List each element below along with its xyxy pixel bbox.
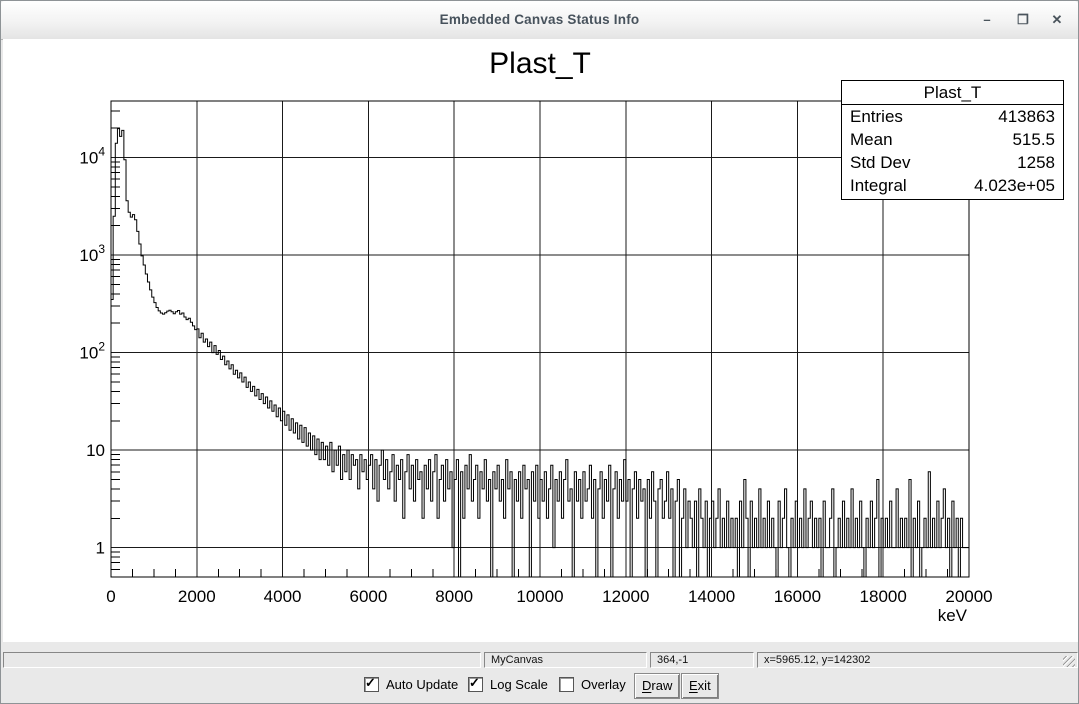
- x-tick-label: 6000: [349, 587, 387, 606]
- app-window: Embedded Canvas Status Info – ❐ ✕ 0 2000 4…: [0, 0, 1079, 704]
- overlay-checkbox-icon[interactable]: [559, 677, 574, 692]
- stats-value: 515.5: [1012, 128, 1055, 151]
- stats-label: Entries: [850, 105, 903, 128]
- status-bar: MyCanvas 364,-1 x=5965.12, y=142302: [3, 651, 1078, 669]
- status-section-empty: [3, 652, 481, 668]
- x-tick-label: 18000: [860, 587, 907, 606]
- x-tick-label: 12000: [602, 587, 649, 606]
- stats-value: 4.023e+05: [974, 174, 1055, 197]
- resize-grip-icon[interactable]: [1063, 656, 1075, 668]
- title-bar[interactable]: Embedded Canvas Status Info – ❐ ✕: [1, 1, 1078, 40]
- plot-title: Plast_T: [489, 47, 591, 80]
- stats-box-title: Plast_T: [842, 81, 1063, 105]
- x-axis-unit-label: keV: [938, 606, 968, 625]
- auto-update-label: Auto Update: [386, 677, 458, 692]
- log-scale-checkbox-icon[interactable]: ✓: [468, 677, 483, 692]
- close-icon[interactable]: ✕: [1046, 10, 1068, 30]
- x-tick-label: 10000: [516, 587, 563, 606]
- x-tick-label: 8000: [435, 587, 473, 606]
- window-title: Embedded Canvas Status Info: [1, 12, 1078, 27]
- root-canvas[interactable]: 0 2000 4000 6000 8000 10000 12000 14000 16000 180…: [3, 39, 1078, 642]
- stats-label: Mean: [850, 128, 893, 151]
- draw-button[interactable]: Draw: [634, 673, 680, 699]
- x-tick-label: 16000: [774, 587, 821, 606]
- stats-row: Mean 515.5: [842, 128, 1063, 151]
- log-scale-label: Log Scale: [490, 677, 548, 692]
- y-tick-label: 1: [96, 539, 105, 558]
- y-tick-label: 102: [79, 340, 105, 363]
- status-section-pixel-coords: 364,-1: [650, 652, 754, 668]
- x-tick-label: 20000: [945, 587, 992, 606]
- auto-update-checkbox-icon[interactable]: ✓: [364, 677, 379, 692]
- maximize-icon[interactable]: ❐: [1012, 10, 1034, 30]
- control-bar: ✓ Auto Update ✓ Log Scale Overlay Draw E…: [1, 669, 1078, 703]
- stats-box[interactable]: Plast_T Entries 413863 Mean 515.5 Std Dev 125…: [841, 80, 1064, 200]
- checkbox-log-scale[interactable]: ✓ Log Scale: [468, 677, 548, 692]
- stats-label: Std Dev: [850, 151, 910, 174]
- y-tick-label: 103: [79, 242, 105, 265]
- minimize-icon[interactable]: –: [976, 10, 998, 30]
- checkbox-overlay[interactable]: Overlay: [559, 677, 626, 692]
- y-tick-label: 104: [79, 145, 105, 168]
- x-tick-label: 4000: [264, 587, 302, 606]
- checkbox-auto-update[interactable]: ✓ Auto Update: [364, 677, 458, 692]
- stats-row: Entries 413863: [842, 105, 1063, 128]
- stats-row: Integral 4.023e+05: [842, 174, 1063, 197]
- y-tick-label: 10: [86, 441, 105, 460]
- stats-value: 413863: [998, 105, 1055, 128]
- x-tick-label: 14000: [688, 587, 735, 606]
- stats-row: Std Dev 1258: [842, 151, 1063, 174]
- stats-value: 1258: [1017, 151, 1055, 174]
- x-tick-label: 0: [106, 587, 115, 606]
- status-section-data-coords: x=5965.12, y=142302: [757, 652, 1078, 668]
- status-section-canvas-name: MyCanvas: [484, 652, 647, 668]
- stats-label: Integral: [850, 174, 907, 197]
- overlay-label: Overlay: [581, 677, 626, 692]
- x-tick-label: 2000: [178, 587, 216, 606]
- exit-button[interactable]: Exit: [681, 673, 719, 699]
